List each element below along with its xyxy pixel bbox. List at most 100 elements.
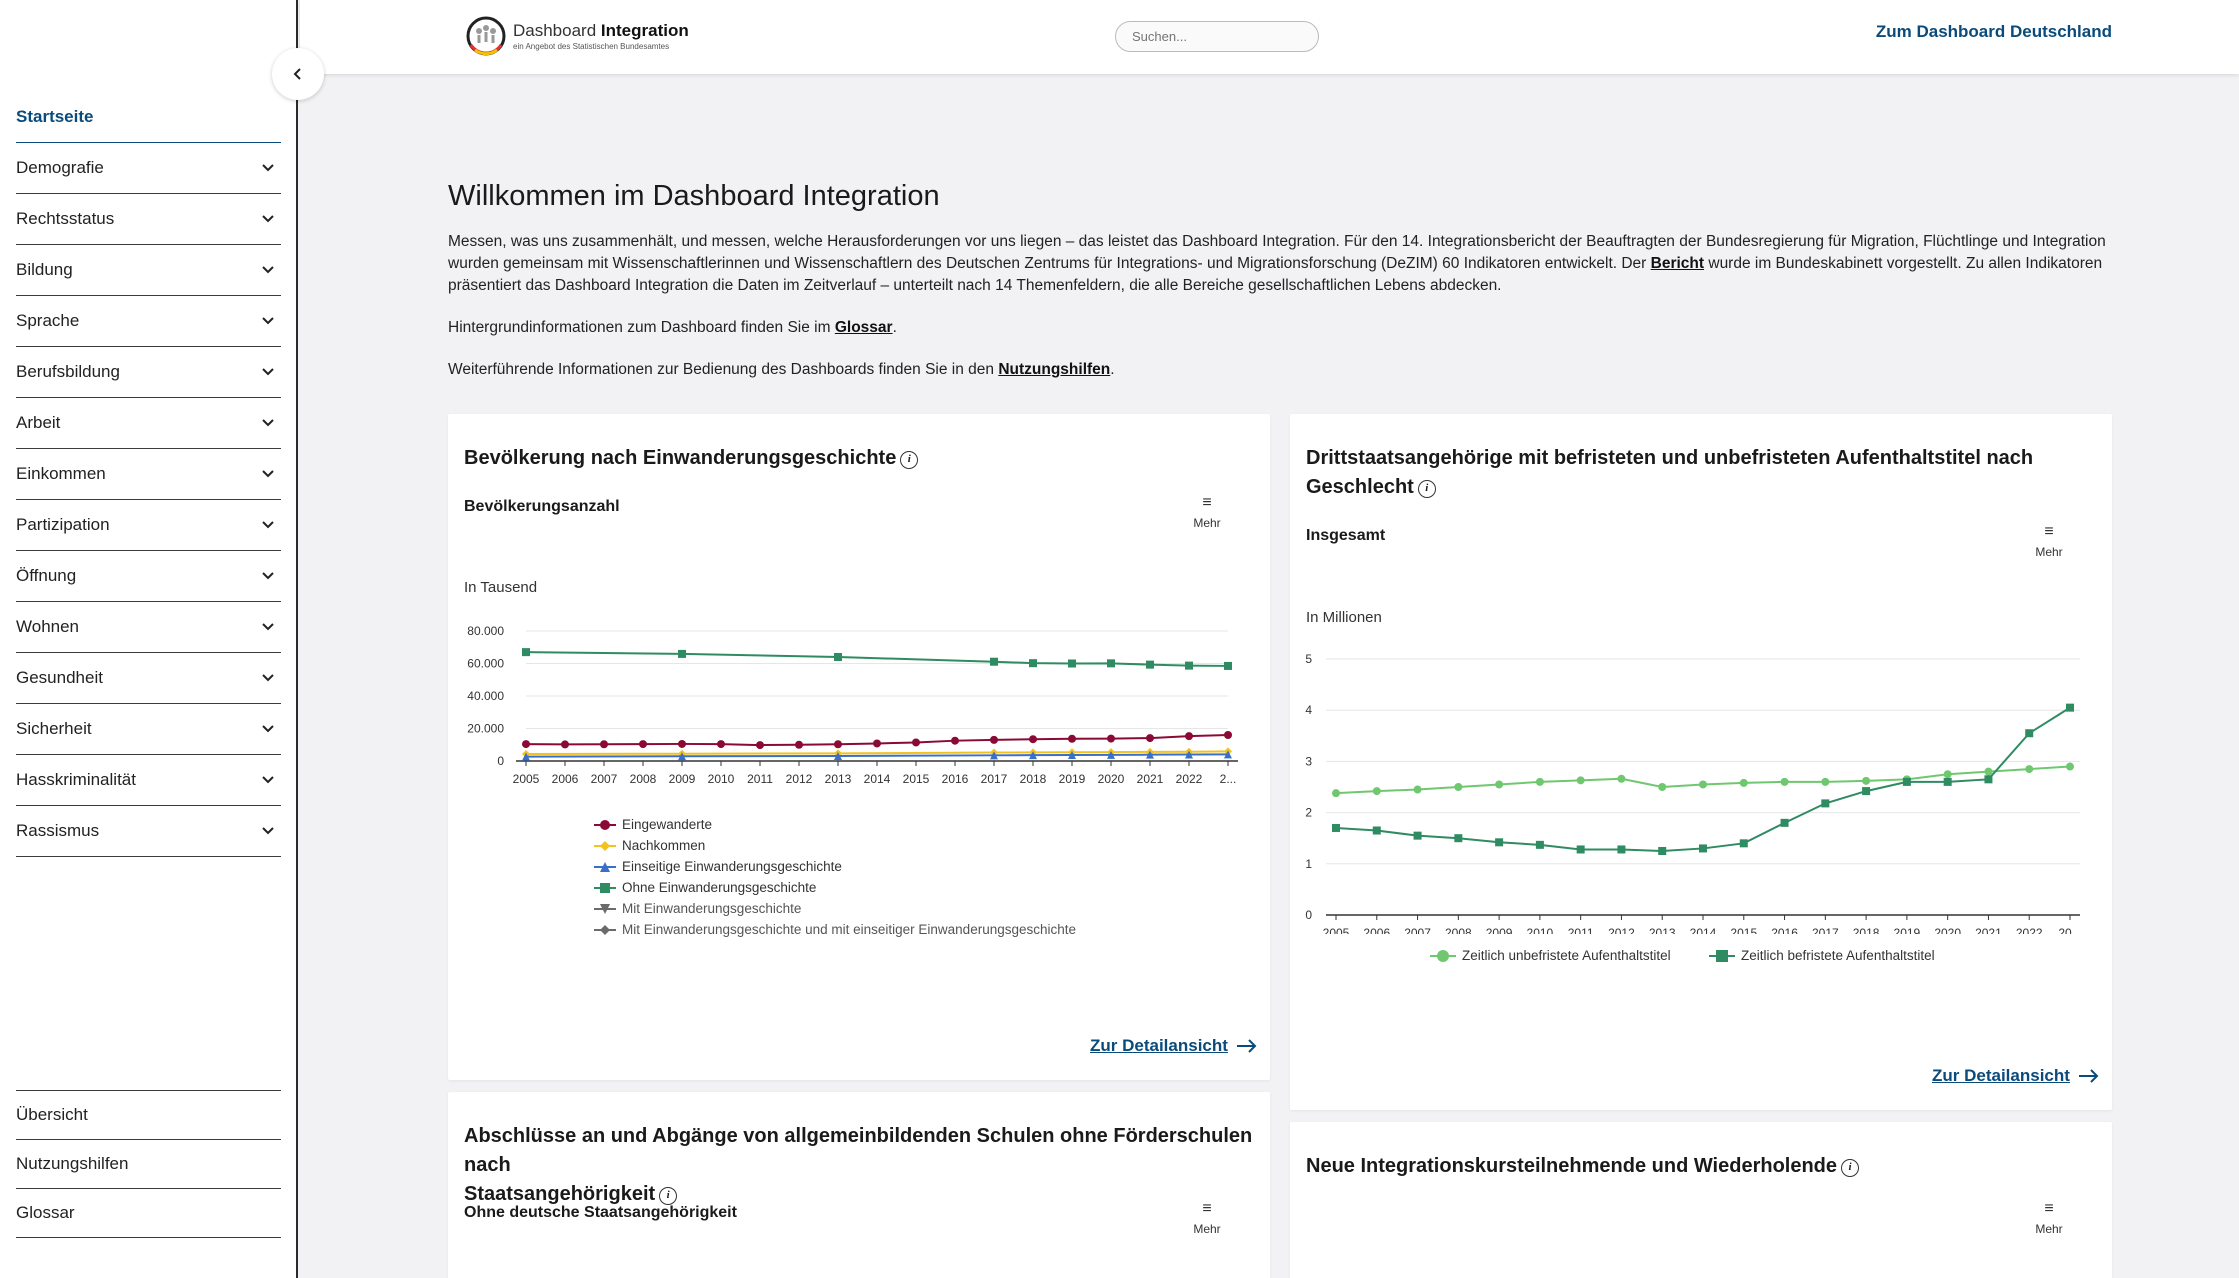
x-tick-label: 20... xyxy=(2058,926,2081,934)
sidebar-item[interactable]: Bildung xyxy=(16,245,281,296)
sidebar-bottom-nav: Übersicht Nutzungshilfen Glossar xyxy=(16,1090,281,1238)
data-point xyxy=(1716,949,1728,962)
sidebar-item[interactable]: Arbeit xyxy=(16,398,281,449)
sidebar-collapse-button[interactable] xyxy=(272,48,324,100)
sidebar-item[interactable]: Sprache xyxy=(16,296,281,347)
mehr-label: Mehr xyxy=(1193,516,1221,530)
sidebar-item[interactable]: Öffnung xyxy=(16,551,281,602)
sidebar-item[interactable]: Wohnen xyxy=(16,602,281,653)
x-tick-label: 2009 xyxy=(1486,926,1513,934)
menu-icon: ≡ xyxy=(2044,1200,2054,1217)
chevron-down-icon xyxy=(262,164,274,172)
data-point xyxy=(561,740,569,749)
menu-icon: ≡ xyxy=(1202,494,1212,511)
legend-item[interactable]: Einseitige Einwanderungsgeschichte xyxy=(594,859,842,874)
info-icon[interactable]: i xyxy=(1417,480,1436,498)
sidebar-item-label: Gesundheit xyxy=(16,668,103,687)
data-point xyxy=(834,653,842,661)
data-point xyxy=(600,840,610,851)
dashboard-deutschland-link[interactable]: Zum Dashboard Deutschland xyxy=(1875,22,2112,41)
info-icon[interactable]: i xyxy=(1841,1159,1860,1177)
x-tick-label: 2013 xyxy=(825,772,852,786)
x-tick-label: 2021 xyxy=(1137,772,1164,786)
sidebar-item[interactable]: Gesundheit xyxy=(16,653,281,704)
sidebar-item[interactable]: Einkommen xyxy=(16,449,281,500)
data-point xyxy=(990,657,998,666)
sidebar-item-label: Startseite xyxy=(16,107,94,126)
legend-item[interactable]: Mit Einwanderungsgeschichte und mit eins… xyxy=(594,922,1076,937)
legend-swatch xyxy=(594,840,616,851)
card-bevoelkerung: Bevölkerung nach Einwanderungsgeschichte… xyxy=(448,414,1270,1080)
detail-link[interactable]: Zur Detailansicht xyxy=(1090,1036,1258,1056)
mehr-button[interactable]: ≡ Mehr xyxy=(2029,1200,2069,1237)
legend-item[interactable]: Mit Einwanderungsgeschichte xyxy=(594,901,801,916)
sidebar-item[interactable]: Partizipation xyxy=(16,500,281,551)
data-point xyxy=(1943,777,1952,786)
intro-p2-text-b: . xyxy=(892,319,897,336)
mehr-button[interactable]: ≡ Mehr xyxy=(2029,524,2069,560)
data-point xyxy=(1029,751,1037,760)
data-point xyxy=(873,739,881,748)
data-point xyxy=(600,882,610,893)
data-point xyxy=(1984,767,1993,776)
chevron-down-icon xyxy=(262,572,274,580)
data-point xyxy=(1146,734,1154,743)
data-point xyxy=(678,739,686,748)
x-tick-label: 2009 xyxy=(669,772,696,786)
bericht-link[interactable]: Bericht xyxy=(1650,255,1705,272)
nutzungshilfen-link[interactable]: Nutzungshilfen xyxy=(998,361,1111,378)
info-icon[interactable]: i xyxy=(659,1187,678,1205)
legend-swatch xyxy=(594,924,616,935)
chart-subtitle: Ohne deutsche Staatsangehörigkeit xyxy=(464,1204,737,1221)
legend-item[interactable]: Eingewanderte xyxy=(594,817,712,832)
legend-item[interactable]: Nachkommen xyxy=(594,838,705,853)
main-content: Willkommen im Dashboard Integration Mess… xyxy=(448,180,2113,401)
glossar-link[interactable]: Glossar xyxy=(834,319,893,336)
sidebar-item[interactable]: Demografie xyxy=(16,143,281,194)
intro-paragraph-1: Messen, was uns zusammenhält, und messen… xyxy=(448,231,2113,297)
legend-item[interactable]: Zeitlich unbefristete Aufenthaltstitel xyxy=(1430,948,1671,963)
data-point xyxy=(1739,839,1748,848)
data-point xyxy=(600,861,610,872)
sidebar-item[interactable]: Rassismus xyxy=(16,806,281,857)
chart-aufenthaltstitel: 0 1 2 3 4 5 2005 2006 2007 2008 2009 2010 2011 2012 20… xyxy=(1305,652,2081,934)
sidebar-bottom-item[interactable]: Übersicht xyxy=(16,1091,281,1140)
x-tick-label: 2015 xyxy=(903,772,930,786)
mehr-button[interactable]: ≡ Mehr xyxy=(1187,1201,1227,1237)
x-tick-label: 2018 xyxy=(1853,926,1880,934)
sidebar-item[interactable]: Hasskriminalität xyxy=(16,755,281,806)
sidebar-item-label: Bildung xyxy=(16,260,73,279)
legend-label: Zeitlich unbefristete Aufenthaltstitel xyxy=(1462,948,1671,963)
data-point xyxy=(1617,774,1626,783)
legend-item[interactable]: Ohne Einwanderungsgeschichte xyxy=(594,880,816,895)
x-tick-label: 2012 xyxy=(1608,926,1635,934)
intro-p2-text-a: Hintergrundinformationen zum Dashboard f… xyxy=(448,319,835,336)
info-icon[interactable]: i xyxy=(900,451,919,469)
data-point xyxy=(1862,776,1871,785)
data-point xyxy=(1068,734,1076,743)
data-point xyxy=(600,819,610,830)
mehr-button[interactable]: ≡ Mehr xyxy=(1187,494,1227,531)
sidebar-item[interactable]: Berufsbildung xyxy=(16,347,281,398)
sidebar-bottom-item[interactable]: Glossar xyxy=(16,1189,281,1238)
sidebar-item[interactable]: Rechtsstatus xyxy=(16,194,281,245)
card-title-line1: Abschlüsse an und Abgänge von allgemeinb… xyxy=(464,1125,1253,1176)
y-tick-label: 0 xyxy=(1305,908,1312,922)
sidebar-item[interactable]: Startseite xyxy=(16,92,281,143)
data-point xyxy=(1332,789,1340,798)
search-input[interactable] xyxy=(1115,21,1319,52)
sidebar-item[interactable]: Sicherheit xyxy=(16,704,281,755)
series-line xyxy=(1335,706,2071,853)
data-point xyxy=(1185,750,1193,759)
legend-label: Eingewanderte xyxy=(622,817,713,832)
sidebar-bottom-item[interactable]: Nutzungshilfen xyxy=(16,1140,281,1189)
data-point xyxy=(1454,783,1463,791)
data-point xyxy=(1224,661,1232,670)
data-point xyxy=(1699,844,1707,853)
data-point xyxy=(951,736,959,745)
detail-link[interactable]: Zur Detailansicht xyxy=(1932,1066,2100,1086)
top-header: Dashboard Integration ein Angebot des St… xyxy=(300,0,2239,74)
data-point xyxy=(1185,732,1193,741)
logo[interactable]: Dashboard Integration ein Angebot des St… xyxy=(465,15,689,57)
legend-item[interactable]: Zeitlich befristete Aufenthaltstitel xyxy=(1709,948,1935,963)
